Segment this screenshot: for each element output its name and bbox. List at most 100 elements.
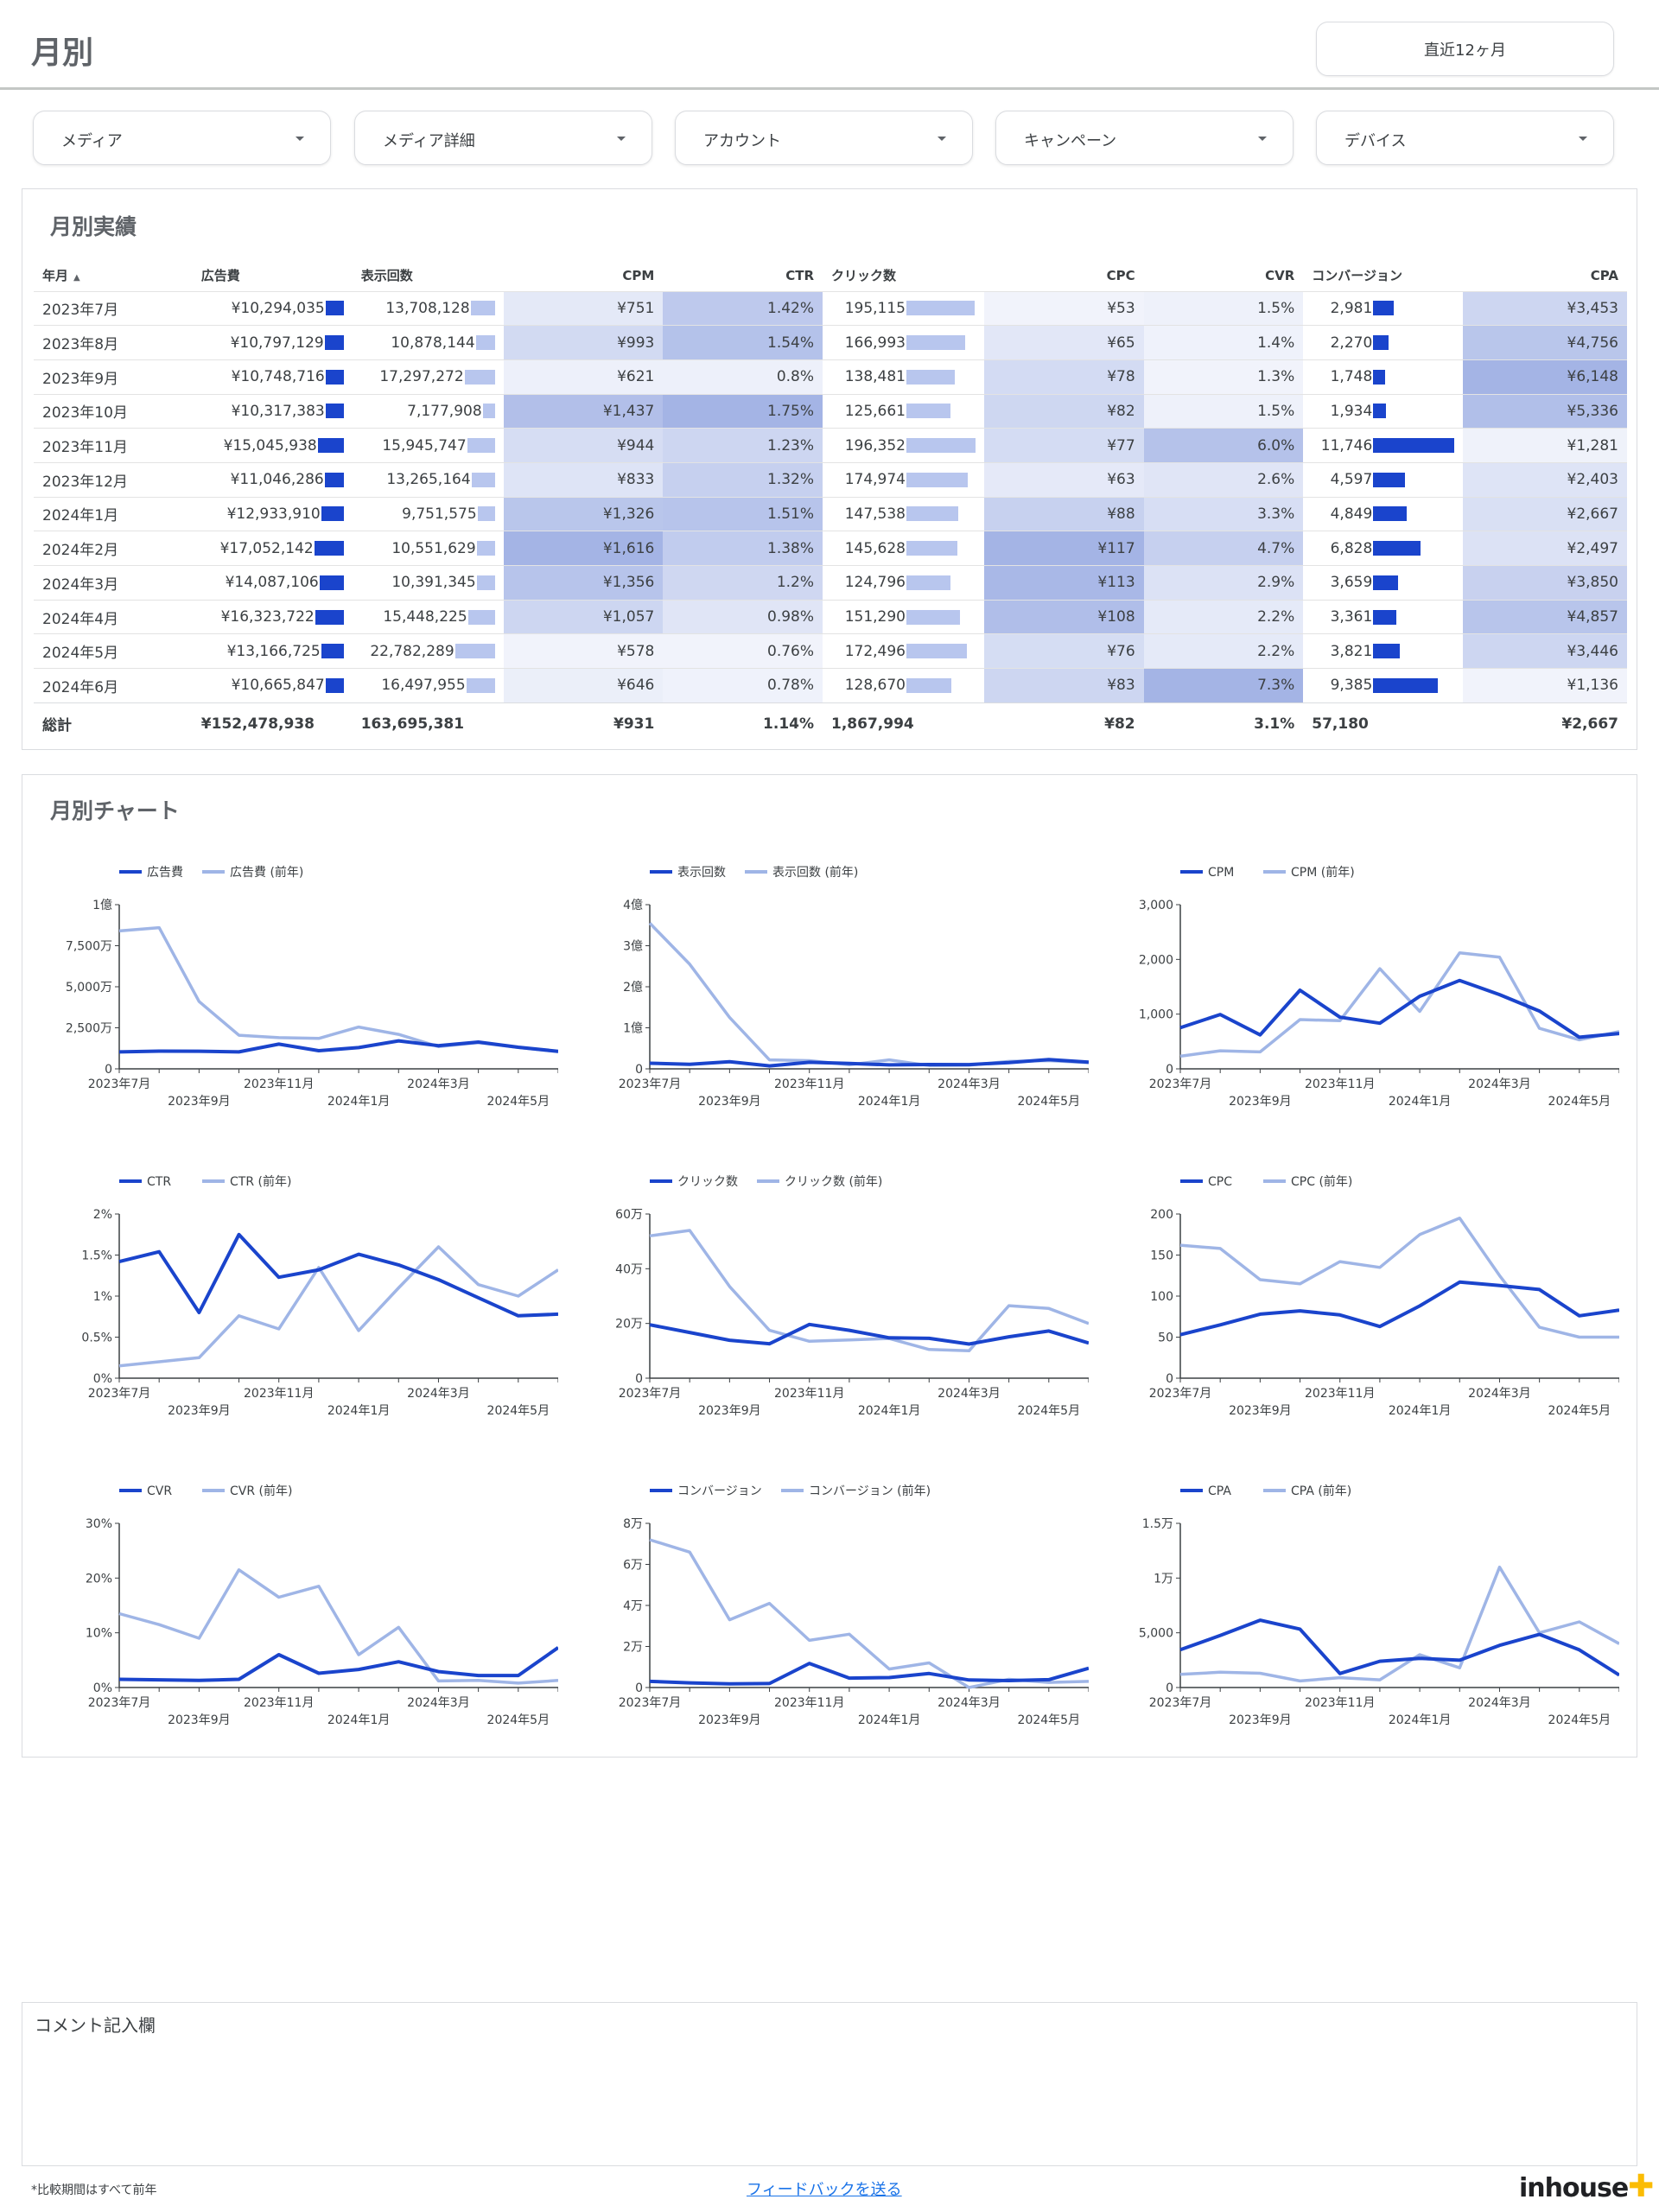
total-cpm: ¥931 xyxy=(503,702,664,745)
feedback-link[interactable]: フィードバックを送る xyxy=(747,2181,902,2199)
cell-impressions-bar xyxy=(464,369,495,385)
cell-impressions-value: 15,448,225 xyxy=(383,608,467,626)
chart-cpc[interactable]: CPC CPC (前年) 0 50 100 150 200 2023年7月 2023年11月 20… xyxy=(1118,1162,1620,1439)
chart-impressions[interactable]: 表示回数 表示回数 (前年) 0 1億 2億 3億 4億 2023年7月 2023年11月 202… xyxy=(588,853,1090,1129)
cell-conversions-value: 1,934 xyxy=(1330,402,1373,420)
cell-cpa: ¥2,497 xyxy=(1463,531,1627,566)
cell-cpa: ¥2,403 xyxy=(1463,461,1627,498)
col-header-conversions[interactable]: コンバージョン xyxy=(1312,268,1402,284)
x-tick-label: 2023年9月 xyxy=(168,1404,231,1418)
col-header-cpc[interactable]: CPC xyxy=(1106,267,1135,283)
chart-ctr[interactable]: CTR CTR (前年) 0% 0.5% 1% 1.5% 2% 2023年7月 2023年11月… xyxy=(57,1162,559,1439)
y-tick-label: 0 xyxy=(635,1063,643,1077)
table-row: 2023年11月 ¥15,045,938 15,945,747 ¥944 1.23% 19… xyxy=(34,428,1627,463)
series-line-current[interactable] xyxy=(118,1232,559,1318)
legend-label: CPA xyxy=(1208,1484,1231,1498)
col-header-ctr[interactable]: CTR xyxy=(785,267,815,283)
filter-media[interactable]: メディア xyxy=(33,111,331,165)
legend-label: CTR (前年) xyxy=(230,1174,291,1189)
series-line-previous[interactable] xyxy=(1179,950,1620,1058)
x-tick-label: 2024年1月 xyxy=(858,1404,921,1418)
series-line-previous[interactable] xyxy=(1179,1217,1619,1339)
series-line-current[interactable] xyxy=(118,1646,560,1682)
x-tick-label: 2024年3月 xyxy=(1468,1387,1531,1401)
col-header-impressions[interactable]: 表示回数 xyxy=(360,268,413,284)
chart-svg: CPC CPC (前年) 0 50 100 150 200 2023年7月 2023年11月 20… xyxy=(1149,1174,1620,1418)
series-line-previous[interactable] xyxy=(118,925,559,1053)
x-tick-label: 2023年7月 xyxy=(88,1696,151,1710)
col-header-month[interactable]: 年月 ▲ xyxy=(42,268,80,284)
series-line-previous[interactable] xyxy=(649,1538,1090,1689)
chart-cpa[interactable]: CPA CPA (前年) 0 5,000 1万 1.5万 2023年7月 2023年11月 20… xyxy=(1118,1471,1621,1748)
legend-label: 広告費 xyxy=(147,866,183,880)
footer-note: *比較期間はすべて前年 xyxy=(31,2183,157,2197)
legend-label: CPA (前年) xyxy=(1291,1484,1351,1498)
cell-conversions-value: 4,597 xyxy=(1330,471,1373,489)
cell-ctr: 1.38% xyxy=(663,531,823,566)
cell-cpc: ¥78 xyxy=(984,359,1144,395)
chart-cpm[interactable]: CPM CPM (前年) 0 1,000 2,000 3,000 2023年7月 2023年1… xyxy=(1118,853,1620,1129)
cell-conversions-value: 9,385 xyxy=(1330,677,1373,695)
filter-device[interactable]: デバイス xyxy=(1316,111,1614,165)
col-header-cpa[interactable]: CPA xyxy=(1590,267,1618,283)
filter-media-detail[interactable]: メディア詳細 xyxy=(354,111,652,165)
total-month: 総計 xyxy=(34,702,193,745)
series-line-previous[interactable] xyxy=(649,1229,1090,1353)
x-tick-label: 2023年9月 xyxy=(698,1095,761,1109)
series-line-current[interactable] xyxy=(649,1662,1090,1686)
comment-box[interactable]: コメント記入欄 xyxy=(22,2002,1637,2166)
cell-clicks-value: 124,796 xyxy=(844,574,906,592)
series-line-current[interactable] xyxy=(1179,978,1620,1039)
chart-cvr[interactable]: CVR CVR (前年) 0% 10% 20% 30% 2023年7月 2023年11月 202… xyxy=(57,1471,560,1748)
chart-cost[interactable]: 広告費 広告費 (前年) 0 2,500万 5,000万 7,500万 1億 2023年7月 2… xyxy=(57,853,559,1129)
series-line-current[interactable] xyxy=(118,1039,559,1054)
x-tick-label: 2024年1月 xyxy=(858,1713,921,1727)
cell-conversions-bar xyxy=(1373,575,1399,590)
cell-cost-value: ¥12,933,910 xyxy=(226,505,321,523)
cell-impressions-bar xyxy=(476,575,495,590)
cell-clicks: 125,661 xyxy=(823,393,985,429)
chart-clicks[interactable]: クリック数 クリック数 (前年) 0 20万 40万 60万 2023年7月 2023年11月… xyxy=(588,1162,1090,1439)
cell-clicks-bar xyxy=(906,472,969,487)
cell-clicks-bar xyxy=(906,404,951,419)
series-line-previous[interactable] xyxy=(118,1568,559,1685)
performance-title: 月別実績 xyxy=(50,214,137,239)
cell-month: 2023年10月 xyxy=(34,393,193,429)
cell-cpc: ¥108 xyxy=(984,599,1144,634)
cell-clicks-bar xyxy=(906,609,961,625)
x-tick-label: 2023年11月 xyxy=(244,1077,314,1091)
y-tick-label: 1億 xyxy=(623,1022,643,1036)
cell-cpa: ¥3,850 xyxy=(1463,565,1627,601)
series-line-previous[interactable] xyxy=(1179,1565,1620,1683)
series-line-previous[interactable] xyxy=(118,1245,559,1368)
series-line-current[interactable] xyxy=(649,1058,1090,1068)
cell-impressions: 9,751,575 xyxy=(352,496,504,531)
cell-cpc: ¥76 xyxy=(984,633,1144,669)
y-tick-label: 4万 xyxy=(623,1599,643,1613)
series-line-current[interactable] xyxy=(649,1322,1090,1346)
filter-account[interactable]: アカウント xyxy=(675,111,973,165)
series-line-current[interactable] xyxy=(1179,1618,1621,1677)
series-line-current[interactable] xyxy=(1179,1280,1620,1337)
y-tick-label: 0% xyxy=(93,1372,112,1386)
cell-conversions-value: 4,849 xyxy=(1330,505,1373,523)
col-header-cvr[interactable]: CVR xyxy=(1265,267,1295,283)
col-header-clicks[interactable]: クリック数 xyxy=(831,268,897,284)
cell-cpc: ¥113 xyxy=(984,565,1144,601)
legend-label: CPC xyxy=(1208,1175,1232,1189)
table-row: 2024年1月 ¥12,933,910 9,751,575 ¥1,326 1.51% 14… xyxy=(34,496,1627,531)
x-tick-label: 2024年3月 xyxy=(1468,1077,1531,1091)
y-tick-label: 0 xyxy=(635,1681,643,1695)
cell-conversions-value: 11,746 xyxy=(1320,436,1373,454)
cell-impressions: 13,265,164 xyxy=(352,461,504,498)
col-header-cost[interactable]: 広告費 xyxy=(200,268,240,284)
filter-campaign[interactable]: キャンペーン xyxy=(995,111,1294,165)
col-header-cpm[interactable]: CPM xyxy=(622,267,655,283)
chart-conversions[interactable]: コンバージョン コンバージョン (前年) 0 2万 4万 6万 8万 2023年7月 2023年… xyxy=(588,1471,1090,1748)
cell-conversions: 6,828 xyxy=(1303,531,1464,566)
series-line-previous[interactable] xyxy=(648,922,1090,1067)
period-selector-button[interactable]: 直近12ヶ月 xyxy=(1316,22,1614,76)
y-tick-label: 30% xyxy=(86,1517,112,1531)
chart-svg: コンバージョン コンバージョン (前年) 0 2万 4万 6万 8万 2023年7月 2023年… xyxy=(619,1484,1090,1727)
cell-cpm: ¥621 xyxy=(503,359,664,395)
